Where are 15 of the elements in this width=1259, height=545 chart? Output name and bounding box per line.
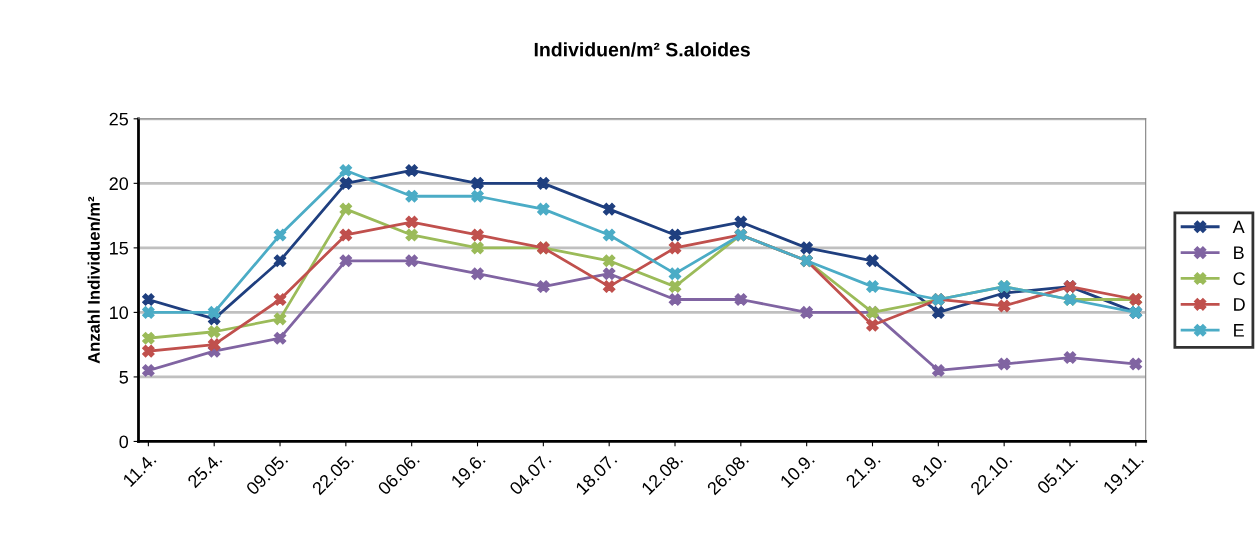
y-axis-title: Anzahl Individuen/m² <box>87 196 101 364</box>
y-tick-label: 0 <box>119 435 129 449</box>
y-tick-label: 20 <box>109 177 129 191</box>
legend-label: C <box>1233 272 1245 285</box>
y-tick-label: 5 <box>119 371 129 384</box>
x-tick-label: 11.4. <box>122 452 157 487</box>
y-tick-label: 25 <box>109 112 129 126</box>
y-tick-label: 15 <box>110 241 129 255</box>
y-tick-label: 10 <box>110 306 129 320</box>
legend-label: A <box>1232 220 1245 234</box>
legend-label: D <box>1234 298 1245 311</box>
chart-title: Individuen/m² S.aloides <box>534 42 750 57</box>
legend-label: E <box>1234 324 1244 337</box>
legend-label: B <box>1234 246 1244 259</box>
x-tick-label: 8.10. <box>910 452 947 489</box>
